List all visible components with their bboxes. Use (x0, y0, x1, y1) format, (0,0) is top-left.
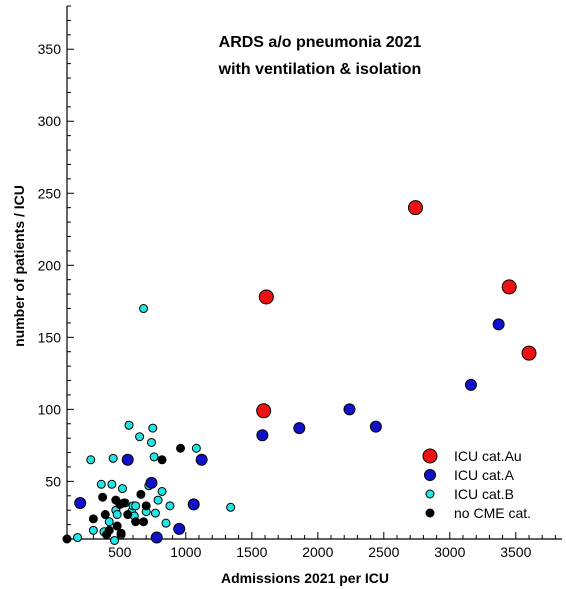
data-point (104, 517, 114, 527)
data-point (110, 535, 120, 545)
data-point (74, 496, 87, 509)
data-point (464, 378, 477, 391)
x-tick-label: 2000 (302, 544, 333, 560)
data-point (146, 437, 156, 447)
data-point (86, 455, 96, 465)
data-point (121, 453, 134, 466)
data-point (139, 304, 149, 314)
data-point (131, 501, 141, 511)
data-point (104, 525, 114, 535)
data-point (145, 476, 158, 489)
y-tick-label: 300 (38, 113, 62, 129)
data-point (96, 479, 106, 489)
legend-label: ICU cat.B (454, 486, 514, 502)
data-point (165, 501, 175, 511)
data-point (150, 508, 160, 518)
data-point (153, 495, 163, 505)
legend: ICU cat.Au ICU cat.A ICU cat.B no CME cat. (422, 448, 531, 521)
data-point (107, 479, 117, 489)
data-point (521, 345, 537, 361)
data-point (112, 521, 122, 531)
x-tick-label: 3000 (434, 544, 465, 560)
data-point (73, 533, 83, 543)
data-point (157, 455, 167, 465)
y-tick-label: 250 (38, 185, 62, 201)
data-point (150, 531, 163, 544)
data-point (256, 429, 269, 442)
data-point (124, 420, 134, 430)
x-tick-label: 2500 (368, 544, 399, 560)
series-icu-cat-a (74, 318, 505, 544)
data-point (173, 522, 186, 535)
data-point (187, 498, 200, 511)
data-point (492, 318, 505, 331)
legend-label: no CME cat. (454, 505, 531, 521)
y-tick-label: 100 (38, 401, 62, 417)
legend-label: ICU cat.Au (454, 448, 522, 464)
data-point (100, 510, 110, 520)
data-point (123, 510, 133, 520)
data-point (116, 528, 126, 538)
data-point (117, 484, 127, 494)
data-point (141, 501, 151, 511)
data-point (258, 289, 274, 305)
data-point (161, 518, 171, 528)
data-point (501, 279, 517, 295)
legend-marker (422, 448, 438, 464)
data-point (226, 502, 236, 512)
data-point (135, 432, 145, 442)
y-tick-label: 350 (38, 41, 62, 57)
series-no-cme-cat- (62, 443, 186, 544)
data-point (191, 443, 201, 453)
y-tick-label: 50 (45, 473, 61, 489)
x-tick-label: 500 (108, 544, 132, 560)
x-tick-label: 1000 (170, 544, 201, 560)
data-points (62, 200, 537, 545)
data-point (108, 453, 118, 463)
series-icu-cat-b (73, 304, 236, 545)
legend-marker (425, 489, 435, 499)
data-point (149, 452, 159, 462)
data-point (131, 517, 141, 527)
data-point (293, 422, 306, 435)
data-point (157, 486, 167, 496)
data-point (256, 403, 272, 419)
chart-title-line-2: with ventilation & isolation (218, 61, 422, 78)
data-point (369, 420, 382, 433)
y-tick-label: 200 (38, 257, 62, 273)
data-point (176, 443, 186, 453)
data-point (139, 517, 149, 527)
series-icu-cat-au (256, 200, 537, 419)
x-tick-label: 3500 (500, 544, 531, 560)
data-point (119, 498, 129, 508)
data-point (195, 453, 208, 466)
data-point (136, 489, 146, 499)
data-point (148, 423, 158, 433)
data-point (88, 525, 98, 535)
legend-label: ICU cat.A (454, 467, 515, 483)
data-point (98, 492, 108, 502)
axes: 50 100 150 200 250 300 350 500 1000 1500 2000 2500 3… (38, 5, 562, 560)
legend-marker (424, 469, 436, 481)
x-axis-title: Admissions 2021 per ICU (221, 570, 389, 586)
data-point (62, 534, 72, 544)
data-point (112, 510, 122, 520)
legend-marker (425, 508, 435, 518)
x-tick-label: 1500 (236, 544, 267, 560)
y-axis-title: number of patients / ICU (11, 185, 27, 347)
data-point (343, 403, 356, 416)
chart-title-line-1: ARDS a/o pneumonia 2021 (219, 34, 422, 51)
y-tick-label: 150 (38, 329, 62, 345)
data-point (407, 200, 423, 216)
data-point (88, 514, 98, 524)
